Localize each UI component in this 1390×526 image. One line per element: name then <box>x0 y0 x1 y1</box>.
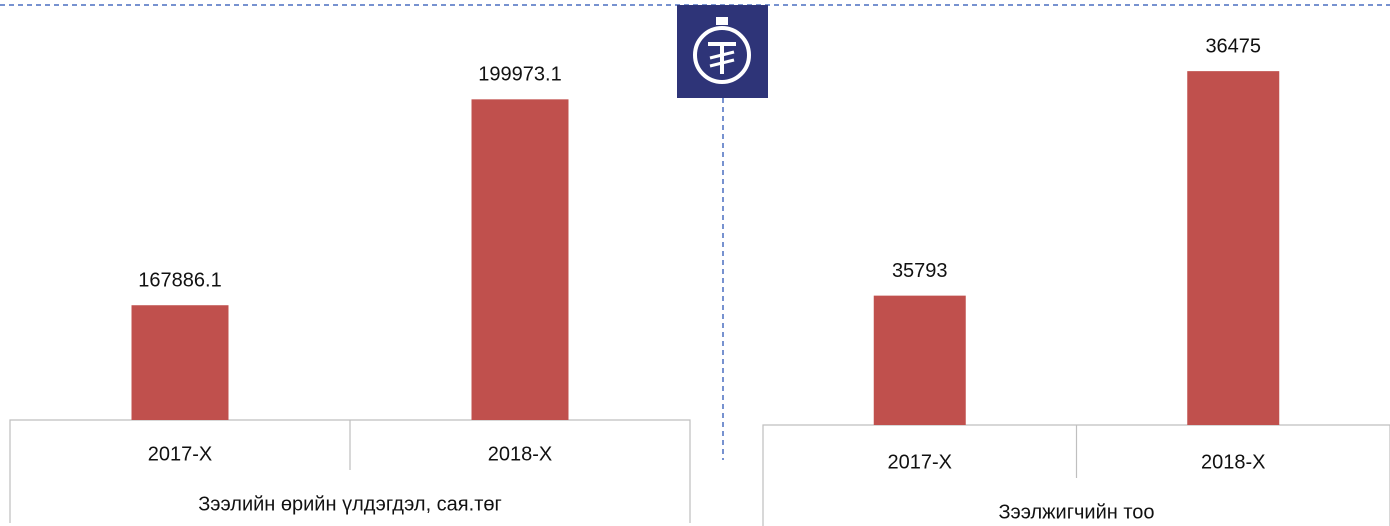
x-tick-label: 2017-X <box>888 451 953 473</box>
x-axis-label: Зээлийн өрийн үлдэгдэл, сая.төг <box>198 493 502 515</box>
x-tick-label: 2018-X <box>488 443 553 465</box>
bar <box>471 99 569 421</box>
logo <box>677 5 768 98</box>
value-label: 167886.1 <box>138 270 221 292</box>
x-tick-label: 2017-X <box>148 443 213 465</box>
x-axis-label: Зээлжигчийн тоо <box>998 501 1154 523</box>
bar <box>1187 71 1280 425</box>
value-label: 199973.1 <box>478 64 561 86</box>
x-tick-label: 2018-X <box>1201 451 1266 473</box>
bar <box>873 295 966 425</box>
bar <box>131 305 229 420</box>
value-label: 35793 <box>892 260 948 282</box>
value-label: 36475 <box>1205 35 1261 57</box>
